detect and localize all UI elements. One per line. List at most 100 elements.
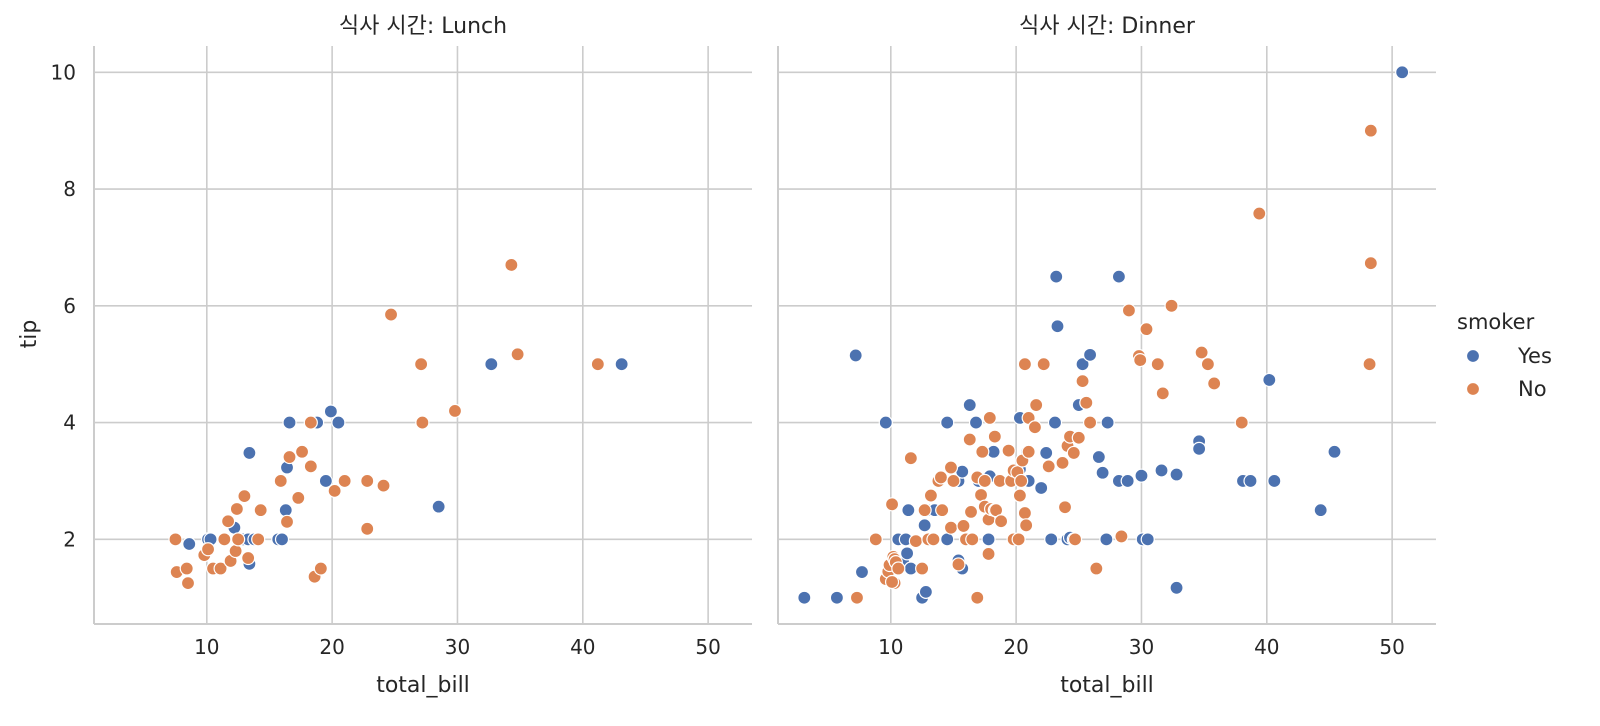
data-point [1027,420,1043,435]
series-no [849,123,1378,605]
data-point [1194,345,1209,360]
legend-marker-yes [1465,348,1481,364]
data-point [1363,123,1378,138]
data-point [337,473,352,489]
data-point [1011,532,1026,547]
legend-marker-no [1465,381,1481,397]
data-point [849,590,865,605]
data-point [854,564,870,580]
data-point [484,357,499,372]
data-point [1134,468,1149,483]
data-point [1055,455,1070,470]
data-point [946,473,961,489]
data-point [977,473,992,489]
data-point [943,520,959,535]
data-point [228,543,243,559]
series-yes [797,65,1410,605]
data-point [251,532,266,547]
data-point [182,536,197,552]
data-point [1049,269,1064,284]
data-point [829,590,845,605]
y-tick-label: 4 [63,411,76,435]
data-point [968,415,984,430]
data-point [360,521,375,536]
data-point [987,429,1002,444]
data-point [282,415,297,430]
data-point [1362,357,1377,372]
data-point [303,415,318,430]
data-point [1036,357,1051,372]
data-point [1029,397,1044,413]
data-point [965,532,980,547]
data-point [1079,395,1094,410]
data-point [213,561,228,576]
data-point [253,503,268,518]
data-point [908,533,923,549]
data-point [970,590,985,605]
data-point [1150,357,1165,372]
data-point [868,532,883,547]
data-point [917,518,932,533]
x-tick-label: 10 [194,635,219,659]
data-point [590,357,605,372]
data-point [943,460,959,475]
data-point [279,514,295,529]
data-point [1017,505,1033,521]
x-axis-label: total_bill [376,673,470,698]
data-point [956,518,971,534]
data-point [917,503,932,518]
data-point [1313,503,1328,518]
x-tick-label: 10 [878,635,903,659]
data-point [1133,353,1148,368]
data-point [179,561,194,576]
data-point [918,584,933,599]
data-point [1200,357,1215,372]
data-point [331,415,346,430]
data-point [975,444,990,459]
data-point [294,444,310,459]
data-point [884,497,900,512]
data-point [1164,298,1179,313]
y-tick-label: 6 [63,294,76,318]
data-point [237,489,252,504]
data-point [1082,415,1098,430]
data-point [1120,473,1135,489]
data-point [1089,561,1104,576]
data-point [1139,322,1154,337]
data-point [200,542,216,557]
data-point [1067,532,1083,547]
data-point [1034,480,1049,496]
data-point [1100,415,1115,430]
x-tick-label: 50 [1379,635,1404,659]
data-point [1327,444,1342,459]
y-tick-label: 10 [51,60,76,84]
data-point [901,503,916,518]
data-point [229,501,244,517]
data-point [180,576,196,591]
data-point [1044,532,1059,547]
y-tick-label: 8 [63,177,76,201]
series-yes [182,357,629,571]
data-point [1207,376,1222,391]
data-point [231,532,246,547]
legend-label-no: No [1518,377,1547,401]
data-point [241,550,256,566]
data-point [313,561,328,576]
data-point [940,415,955,430]
data-point [878,415,893,430]
data-point [1057,500,1073,515]
data-point [1169,580,1184,595]
data-point [797,590,812,605]
data-point [884,574,900,590]
data-point [940,532,955,547]
data-point [1075,374,1090,389]
data-point [962,397,977,413]
data-point [1075,357,1090,372]
data-point [1395,65,1410,80]
data-point [217,532,232,547]
x-tick-label: 40 [1254,635,1279,659]
data-point [376,478,391,493]
data-point [903,451,918,466]
data-point [915,561,930,576]
data-point [926,532,941,547]
